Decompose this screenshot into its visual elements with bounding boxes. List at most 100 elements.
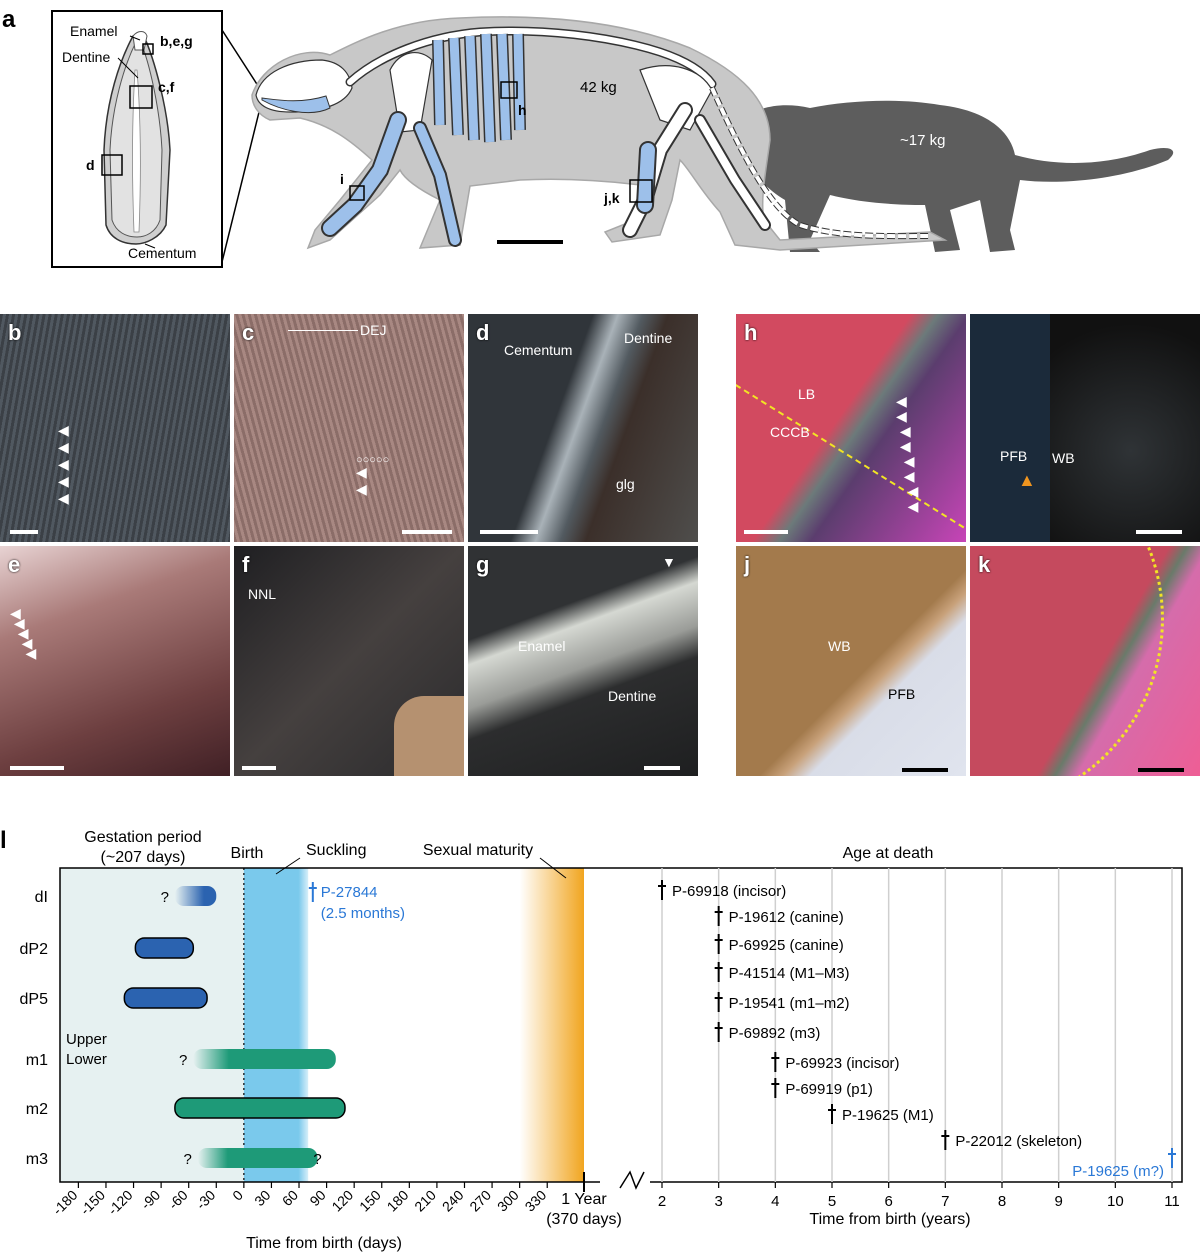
micrograph-letter: f xyxy=(242,552,250,577)
tooth-label: dP2 xyxy=(20,941,49,958)
ribs xyxy=(432,33,526,143)
micrograph-b: b ◀ ◀ ◀ ◀ ◀ xyxy=(0,314,230,542)
uncertain-start-mark: ? xyxy=(161,889,169,906)
micrograph-k: k xyxy=(970,546,1200,776)
label-gestation: Gestation period xyxy=(84,829,201,846)
tooth-formation-bar xyxy=(134,937,195,959)
x-year-tick-label: 4 xyxy=(771,1193,779,1210)
box-beg xyxy=(142,43,154,55)
box-jk xyxy=(629,179,653,203)
label-box-d: d xyxy=(86,157,95,173)
box-cf xyxy=(129,85,153,109)
label-enamel: Enamel xyxy=(518,638,566,654)
micrograph-i: i PFB WB ▲ xyxy=(970,314,1200,542)
x-tick-label: 90 xyxy=(306,1187,328,1209)
year-marker-label: 1 Year xyxy=(561,1191,607,1208)
scale-bar xyxy=(644,766,680,770)
label-dentine: Dentine xyxy=(624,330,673,346)
timeline-chart: l dI ? dP2 dP5 m1 ? m2 m3?? P-27844 (2.5 months)… xyxy=(0,827,1183,1252)
death-specimen-label: P-19625 (m?) xyxy=(1072,1163,1164,1180)
death-specimen-label: P-69925 (canine) xyxy=(729,937,844,954)
scale-bar xyxy=(902,768,948,772)
x-year-tick-label: 2 xyxy=(658,1193,666,1210)
death-specimen-label: P-19612 (canine) xyxy=(729,909,844,926)
micrograph-h: h LB CCCB ◀ ◀ ◀ ◀ ◀ ◀ ◀ ◀ xyxy=(736,314,966,542)
xlabel-years: Time from birth (years) xyxy=(809,1211,970,1228)
uncertain-start-mark: ? xyxy=(179,1052,187,1069)
x-year-tick-label: 5 xyxy=(828,1193,836,1210)
tooth-enamel-cap xyxy=(132,31,148,51)
tooth-pulp xyxy=(132,69,141,233)
death-specimen-label: P-19625 (M1) xyxy=(842,1107,934,1124)
x-tick-label: 300 xyxy=(494,1187,522,1215)
label-lower-jaw: Lower xyxy=(66,1051,107,1068)
x-tick-label: -120 xyxy=(105,1187,136,1218)
x-year-tick-label: 11 xyxy=(1164,1193,1180,1210)
label-mass-main: 42 kg xyxy=(580,79,617,96)
death-specimen-label: P-69918 (incisor) xyxy=(672,883,786,900)
label-box-beg: b,e,g xyxy=(160,33,193,49)
label-pfb: PFB xyxy=(1000,448,1028,464)
box-d xyxy=(101,154,123,176)
scale-bar xyxy=(10,766,64,770)
axis-break xyxy=(619,1170,645,1190)
label-upper-jaw: Upper xyxy=(66,1031,107,1048)
micrograph-f: f NNL xyxy=(234,546,464,776)
tooth-label: dP5 xyxy=(20,991,49,1008)
x-tick-label: 270 xyxy=(466,1187,494,1215)
label-birth: Birth xyxy=(231,845,264,862)
x-tick-label: -180 xyxy=(49,1187,80,1218)
x-year-tick-label: 7 xyxy=(941,1193,949,1210)
lower-jaw xyxy=(261,95,331,114)
tooth-formation-bar xyxy=(174,1097,346,1119)
death-specimen-note: (2.5 months) xyxy=(321,905,405,922)
scale-bar xyxy=(10,530,38,534)
tooth-label: m3 xyxy=(26,1151,48,1168)
micrograph-letter: c xyxy=(242,320,255,345)
x-tick-label: 60 xyxy=(279,1187,301,1209)
shadow-animal xyxy=(735,100,1174,252)
scale-bar xyxy=(1138,768,1184,772)
x-tick-label: -60 xyxy=(165,1187,191,1213)
xlabel-days: Time from birth (days) xyxy=(246,1235,402,1252)
x-year-tick-label: 8 xyxy=(998,1193,1006,1210)
box-h xyxy=(500,81,518,99)
panel-a-figure: Enamel Dentine Cementum b,e,g c,f d ~17 … xyxy=(51,10,1174,268)
tooth-formation-bar xyxy=(193,1049,336,1069)
x-tick-label: 180 xyxy=(384,1187,412,1215)
tooth-formation-bar xyxy=(123,987,208,1009)
death-specimen-label: P-41514 (M1–M3) xyxy=(729,965,850,982)
x-year-tick-label: 3 xyxy=(714,1193,722,1210)
label-gestation-days: (~207 days) xyxy=(101,849,186,866)
tooth-label: m2 xyxy=(26,1101,48,1118)
label-dentine: Dentine xyxy=(62,49,110,65)
label-suckling: Suckling xyxy=(306,842,366,859)
uncertain-end-mark: ? xyxy=(313,1151,321,1168)
label-dej: DEJ xyxy=(360,322,387,338)
x-tick-label: -150 xyxy=(77,1187,108,1218)
death-specimen-label: P-27844 xyxy=(321,884,378,901)
tooth-label: m1 xyxy=(26,1052,48,1069)
scale-bar xyxy=(1136,530,1182,534)
label-glg: glg xyxy=(616,476,635,492)
label-wb: WB xyxy=(1052,450,1075,466)
x-tick-label: 240 xyxy=(439,1187,467,1215)
scale-bar xyxy=(242,766,276,770)
label-wb: WB xyxy=(828,638,851,654)
panel-letter-l: l xyxy=(0,827,7,854)
x-tick-label: -30 xyxy=(193,1187,219,1213)
label-pfb: PFB xyxy=(888,686,916,702)
tooth-formation-bar xyxy=(197,1148,318,1168)
micrograph-e: e ◀ ◀ ◀ ◀ ◀ xyxy=(0,546,230,776)
year-marker-sub: (370 days) xyxy=(546,1211,622,1228)
x-tick-label: 150 xyxy=(356,1187,384,1215)
micrograph-d: d Cementum Dentine glg xyxy=(468,314,698,542)
micrograph-letter: g xyxy=(476,552,490,577)
scale-bar-a xyxy=(497,240,563,244)
micrograph-c: c DEJ ○○○○○ ◀ ◀ xyxy=(234,314,464,542)
micrograph-g: g Enamel Dentine ▼ xyxy=(468,546,698,776)
x-year-tick-label: 9 xyxy=(1054,1193,1062,1210)
x-tick-label: 120 xyxy=(328,1187,356,1215)
tooth-label: dI xyxy=(35,889,48,906)
scale-bar xyxy=(480,530,538,534)
